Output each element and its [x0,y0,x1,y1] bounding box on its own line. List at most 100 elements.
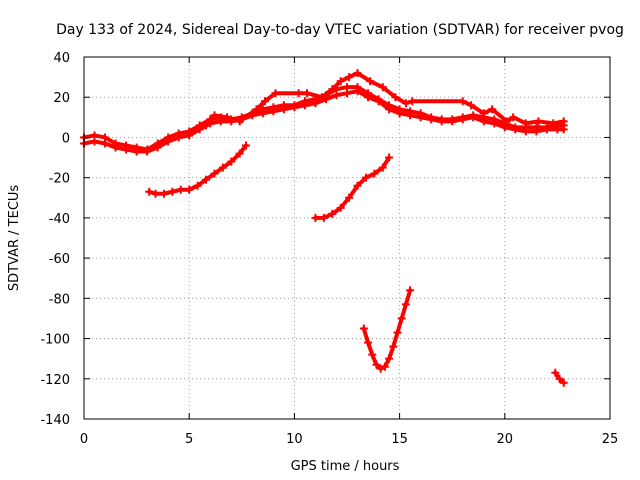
data-point [370,169,379,178]
data-point [397,314,406,323]
data-point [395,109,404,118]
data-point [90,137,99,146]
data-point [479,109,488,118]
y-tick-label: -80 [49,292,70,307]
data-point [185,131,194,140]
data-point [111,143,120,152]
data-point [122,145,131,154]
data-point [353,69,362,78]
data-point [490,119,499,128]
data-point [311,213,320,222]
data-point [448,117,457,126]
data-point [269,107,278,116]
data-point [195,125,204,134]
x-tick-label: 5 [185,432,193,447]
data-point [145,187,154,196]
data-point [235,149,244,158]
data-point [416,113,425,122]
data-point [300,101,309,110]
x-tick-label: 25 [602,432,619,447]
data-point [227,157,236,166]
data-point [235,117,244,126]
data-point [500,123,509,132]
data-point [202,121,211,130]
y-tick-label: -140 [40,413,70,428]
series-arc-2 [311,153,394,222]
data-point [376,364,385,373]
data-point [345,73,354,82]
y-tick-label: 0 [62,131,70,146]
data-point [374,97,383,106]
data-point [559,117,568,126]
data-point [101,139,110,148]
y-tick-label: -40 [49,212,70,227]
data-point [458,97,467,106]
data-point [319,213,328,222]
data-point [393,328,402,337]
data-point [469,113,478,122]
series-upper-spikes [202,69,568,130]
data-point [378,83,387,92]
data-point [279,105,288,114]
x-tick-label: 20 [497,432,514,447]
data-point [559,125,568,134]
data-point [174,133,183,142]
data-point [271,89,280,98]
data-point [218,163,227,172]
data-point [258,109,267,118]
data-point [521,119,530,128]
data-point [164,137,173,146]
data-point [242,141,251,150]
data-point [437,117,446,126]
data-point [368,350,377,359]
y-tick-label: -100 [40,333,70,348]
data-point [406,111,415,120]
data-point [521,127,530,136]
data-point [509,113,518,122]
y-tick-label: -60 [49,252,70,267]
data-point [366,77,375,86]
data-point [361,173,370,182]
data-point [427,115,436,124]
data-point [252,105,261,114]
data-point [210,111,219,120]
data-point [385,153,394,162]
y-tick-label: 20 [53,91,70,106]
data-point [534,117,543,126]
data-point [389,342,398,351]
data-point [391,93,400,102]
data-point [364,93,373,102]
data-point [260,97,269,106]
data-point [378,163,387,172]
data-point [467,101,476,110]
data-point [132,147,141,156]
tick-layer: 0 5 10 15 20 25 40 20 0 -20 -40 -60 -80 -100 -120 -140 [40,51,618,447]
data-point [193,181,202,190]
data-point [479,117,488,126]
data-point [359,324,368,333]
data-point [511,125,520,134]
series-line [313,155,392,220]
data-point [488,105,497,114]
data-point [317,93,326,102]
data-point [328,209,337,218]
x-tick-label: 0 [80,432,88,447]
data-point [168,187,177,196]
y-tick-label: -120 [40,373,70,388]
y-tick-label: 40 [53,51,70,66]
data-point [408,97,417,106]
data-point [458,115,467,124]
data-point [401,99,410,108]
data-point [216,117,225,126]
data-point [502,117,511,126]
series-v-curve [359,286,415,373]
data-point [559,378,568,387]
series-layer [80,69,568,387]
data-point [294,89,303,98]
data-point [210,169,219,178]
data-point [353,87,362,96]
data-point [345,193,354,202]
data-point [303,89,312,98]
data-point [151,189,160,198]
data-point [311,99,320,108]
